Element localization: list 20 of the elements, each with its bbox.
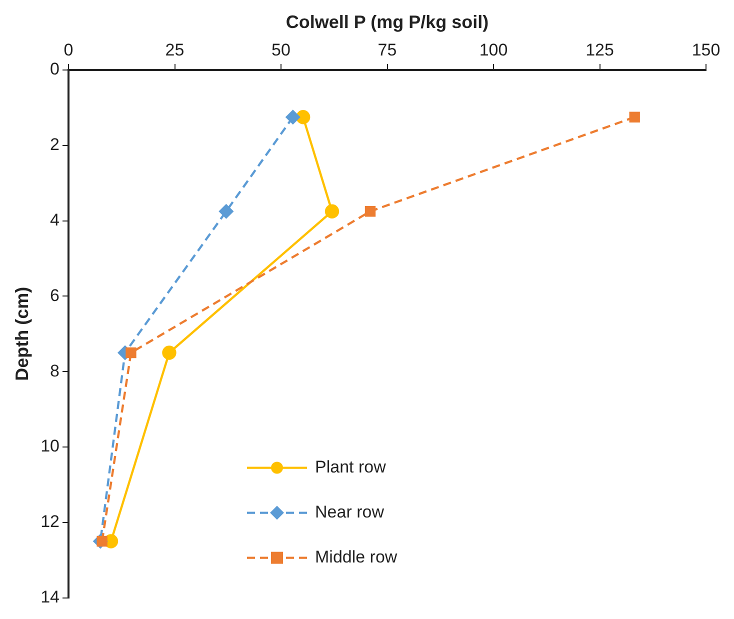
x-tick-label: 75: [378, 40, 397, 60]
x-tick-label: 50: [272, 40, 290, 60]
y-tick-label: 10: [40, 436, 60, 456]
x-tick-label: 25: [165, 40, 184, 60]
y-tick-label: 0: [50, 60, 60, 79]
x-tick-label: 150: [692, 40, 720, 60]
y-tick-label: 4: [50, 210, 60, 230]
y-tick-label: 8: [50, 361, 60, 380]
y-tick-label: 2: [50, 135, 60, 154]
y-tick-label: 12: [40, 512, 60, 532]
x-tick-label: 100: [479, 40, 508, 60]
x-axis-title: Colwell P (mg P/kg soil): [286, 12, 489, 32]
y-tick-label: 14: [40, 587, 60, 606]
y-axis-title: Depth (cm): [12, 286, 32, 381]
x-tick-label: 0: [64, 40, 74, 60]
legend-label: Middle row: [315, 547, 398, 566]
y-tick-label: 6: [50, 286, 60, 305]
legend-label: Near row: [315, 502, 385, 522]
legend-label: Plant row: [315, 457, 387, 476]
x-tick-label: 125: [586, 40, 614, 60]
